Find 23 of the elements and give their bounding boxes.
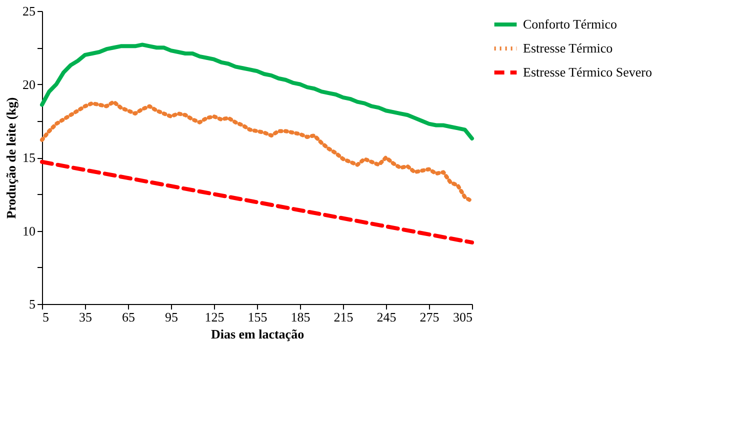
y-tick-label: 10: [22, 223, 36, 238]
x-tick-label: 305: [453, 310, 472, 324]
x-tick-label: 5: [42, 310, 49, 324]
y-axis-title: Produção de leite (kg): [4, 97, 18, 219]
x-tick-label: 155: [248, 310, 268, 324]
legend-label: Estresse Térmico Severo: [523, 64, 652, 80]
y-tick-label: 25: [22, 4, 36, 18]
x-tick-label: 245: [376, 310, 396, 324]
y-tick-label: 15: [22, 150, 36, 165]
x-tick-label: 185: [290, 310, 310, 324]
line-series: [40, 100, 474, 204]
x-axis-title: Dias em lactação: [210, 326, 304, 342]
line-series: [40, 42, 474, 140]
x-tick-label: 215: [334, 310, 354, 324]
x-tick-label: 125: [204, 310, 224, 324]
x-tick-label: 275: [420, 310, 440, 324]
legend-label: Conforto Térmico: [523, 16, 617, 32]
y-tick-label: 5: [29, 296, 36, 312]
x-tick-label: 95: [165, 310, 178, 324]
legend-label: Estresse Térmico: [523, 40, 613, 56]
y-tick-label: 20: [22, 76, 36, 92]
x-tick-label: 35: [79, 310, 92, 324]
x-tick-label: 65: [122, 310, 135, 324]
